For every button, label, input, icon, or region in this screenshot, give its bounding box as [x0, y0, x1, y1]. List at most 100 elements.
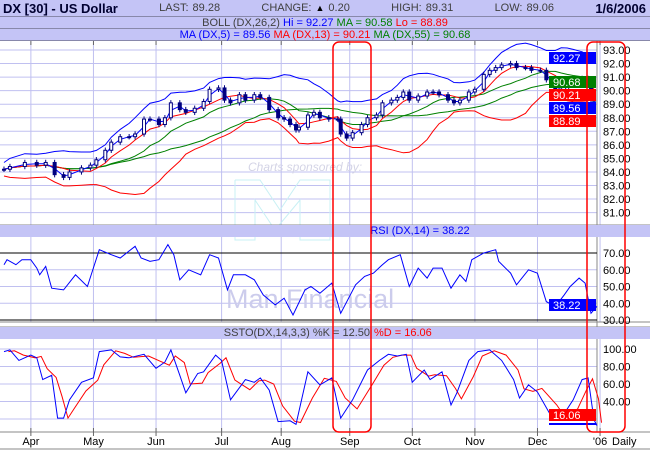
- candle-body: [446, 94, 450, 101]
- candle-body: [216, 87, 221, 90]
- price-value-label: 92.27: [553, 53, 581, 65]
- month-label: Jun: [147, 436, 165, 448]
- period-label: Daily: [612, 436, 637, 448]
- high-label: HIGH:: [391, 1, 422, 14]
- price-tick-label: 90.00: [603, 86, 631, 98]
- candle-body: [395, 96, 400, 101]
- candle-body: [425, 91, 430, 97]
- last-label: LAST:: [159, 1, 189, 14]
- price-tick-label: 93.00: [603, 45, 631, 57]
- price-tick-label: 84.00: [603, 167, 631, 179]
- month-label: Sep: [340, 436, 360, 448]
- ma-legend: MA (DX,5) = 89.56 MA (DX,13) = 90.21 MA …: [0, 29, 650, 41]
- ma55-line: [3, 81, 595, 170]
- watermark-brand: Man Financial: [226, 284, 394, 314]
- triangle-up-icon: ▲: [315, 2, 325, 13]
- ssto-d-legend: %D = 16.06: [374, 327, 432, 339]
- price-tick-label: 92.00: [603, 59, 631, 71]
- rsi-tick-label: 50.00: [603, 282, 631, 294]
- price-value-label: 90.21: [553, 90, 581, 102]
- ma5-line: [3, 63, 595, 177]
- month-label: Jul: [215, 436, 229, 448]
- candle-body: [437, 91, 442, 96]
- low-value: 89.06: [526, 1, 555, 14]
- candle-body: [94, 159, 99, 166]
- ssto-tick-label: 100.00: [603, 344, 637, 356]
- candle-body: [538, 69, 543, 72]
- candle-body: [276, 109, 281, 119]
- ma13-line: [3, 65, 595, 172]
- candle-body: [344, 133, 349, 139]
- boll-legend: BOLL (DX,26,2) Hi = 92.27 MA = 90.58 Lo …: [0, 17, 650, 29]
- boll-ma: MA = 90.58: [336, 17, 393, 29]
- price-tick-label: 86.00: [603, 140, 631, 152]
- price-value-label: 88.89: [553, 116, 581, 128]
- ssto-k-legend: SSTO(DX,14,3,3) %K = 12.50: [224, 327, 370, 339]
- candle-body: [7, 166, 12, 170]
- boll-lo: Lo = 88.89: [395, 17, 448, 29]
- highlight-box-september: [332, 41, 372, 433]
- candle-body: [237, 94, 242, 104]
- ssto-d-line: [8, 350, 602, 424]
- candle-body: [481, 73, 486, 90]
- price-value-label-box: [549, 102, 596, 114]
- month-label: May: [83, 436, 104, 448]
- candle-body: [514, 63, 519, 69]
- candle-body: [142, 118, 147, 135]
- watermark-sponsor: Charts sponsored by:: [248, 160, 362, 174]
- candle-body: [168, 102, 173, 119]
- price-tick-label: 85.00: [603, 153, 631, 165]
- candle-body: [487, 69, 492, 75]
- candle-body: [380, 102, 385, 116]
- rsi-value-label: 38.22: [553, 300, 581, 312]
- ssto-d-value-label: 16.06: [553, 410, 581, 422]
- price-tick-label: 83.00: [603, 181, 631, 193]
- rsi-tick-label: 70.00: [603, 248, 631, 260]
- month-label: Apr: [22, 436, 39, 448]
- month-label: '06: [593, 436, 607, 448]
- candle-body: [305, 114, 310, 128]
- candle-body: [79, 167, 84, 173]
- candle-body: [127, 136, 132, 139]
- candle-body: [493, 67, 498, 71]
- rsi-legend: RSI (DX,14) = 38.22: [370, 225, 469, 237]
- candle-body: [61, 174, 66, 178]
- candle-body: [416, 95, 421, 101]
- candle-body: [457, 99, 462, 104]
- low-group: LOW: 89.06: [495, 1, 554, 16]
- candle-body: [297, 126, 301, 131]
- price-tick-label: 81.00: [603, 208, 631, 220]
- candle-body: [451, 99, 456, 104]
- last-value: 89.28: [192, 1, 221, 14]
- price-value-label: 90.68: [553, 77, 581, 89]
- candle-body: [118, 136, 123, 143]
- month-label: Aug: [271, 436, 291, 448]
- boll-name: BOLL (DX,26,2): [202, 17, 280, 29]
- change-group: CHANGE: ▲ 0.20: [261, 1, 349, 16]
- price-value-label-box: [549, 52, 596, 64]
- candle-body: [499, 64, 504, 69]
- candle-body: [177, 102, 182, 111]
- candle-body: [365, 117, 370, 126]
- candle-body: [222, 87, 227, 101]
- price-tick-label: 89.00: [603, 99, 631, 111]
- month-label: Oct: [404, 436, 421, 448]
- candle-body: [544, 69, 549, 81]
- last-group: LAST: 89.28: [159, 1, 220, 16]
- candle-body: [288, 118, 293, 126]
- candle-body: [389, 99, 394, 104]
- brand-logo-icon: [234, 179, 331, 241]
- rsi-header-bar: [0, 225, 650, 237]
- candle-body: [22, 161, 27, 168]
- candle-body: [201, 100, 206, 109]
- low-label: LOW:: [494, 1, 523, 14]
- ssto-tick-label: 40.00: [603, 397, 631, 409]
- ssto-d-value-label-box: [549, 409, 596, 421]
- ma55-legend: MA (DX,55) = 90.68: [373, 29, 471, 41]
- quote-header: DX [30] - US Dollar LAST: 89.28 CHANGE: …: [0, 0, 650, 17]
- candle-body: [407, 91, 412, 101]
- candle-body: [267, 96, 272, 111]
- candle-body: [529, 67, 534, 71]
- candle-body: [252, 94, 257, 101]
